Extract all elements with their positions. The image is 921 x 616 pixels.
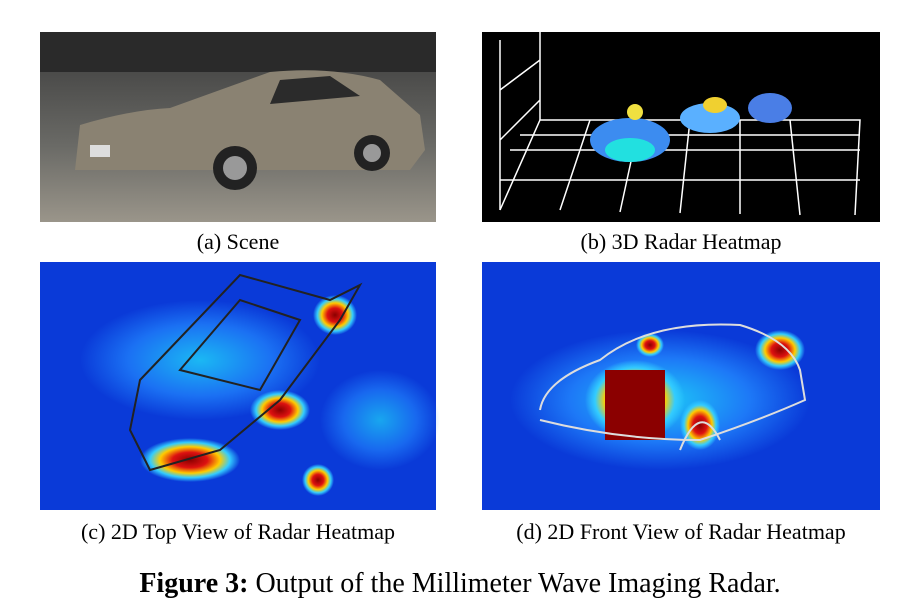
scene-photo — [40, 32, 436, 222]
panel-caption: (a) Scene — [197, 229, 279, 254]
figure-label: Figure 3: — [139, 568, 248, 599]
radar-top-view — [40, 262, 440, 510]
panel-caption: (c) 2D Top View of Radar Heatmap — [81, 519, 395, 544]
panel-caption: (d) 2D Front View of Radar Heatmap — [516, 519, 845, 544]
radar-front-view — [482, 262, 880, 510]
radar-3d-heatmap — [482, 32, 880, 222]
figure-caption-text: Output of the Millimeter Wave Imaging Ra… — [255, 568, 780, 599]
panel-caption: (b) 3D Radar Heatmap — [581, 229, 782, 254]
figure-caption: Figure 3: Output of the Millimeter Wave … — [139, 568, 780, 599]
